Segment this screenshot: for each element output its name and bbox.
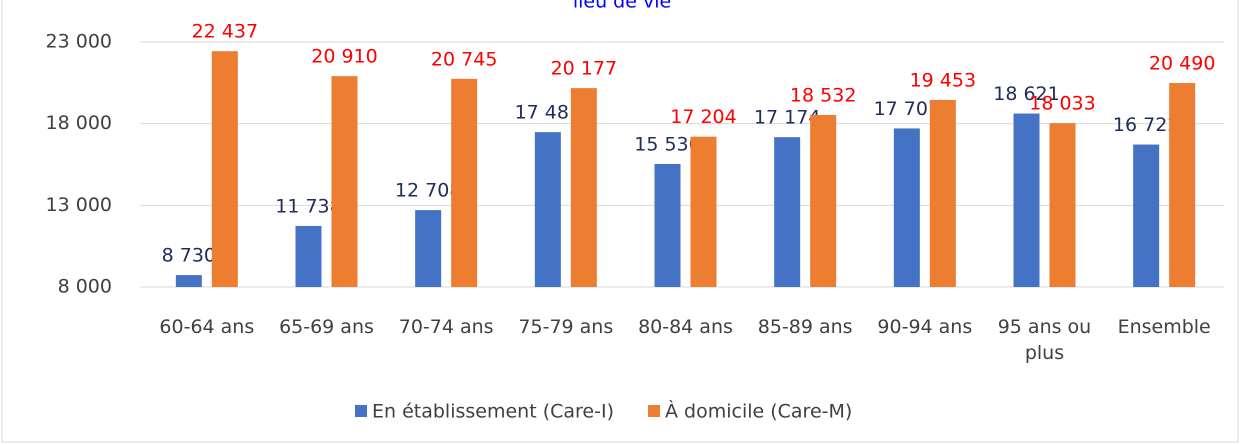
value-label: 11 738 — [275, 195, 341, 217]
value-label: 18 532 — [790, 84, 856, 106]
bar — [774, 137, 801, 287]
bar — [893, 128, 920, 287]
value-label: 18 621 — [993, 83, 1059, 105]
bar — [175, 275, 202, 287]
value-label: 17 707 — [874, 98, 940, 120]
value-label: 22 437 — [192, 21, 258, 43]
bar — [1049, 123, 1076, 287]
value-label: 18 033 — [1029, 93, 1095, 115]
value-label: 20 490 — [1149, 52, 1215, 74]
bar — [1013, 113, 1040, 287]
chart-title: lieu de vie — [573, 0, 671, 13]
bar — [331, 76, 358, 288]
x-tick-label: 65-69 ans — [279, 316, 374, 338]
value-label: 12 708 — [395, 180, 461, 202]
legend-swatch — [355, 405, 367, 417]
y-tick-label: 13 000 — [46, 194, 112, 216]
value-label: 17 174 — [754, 107, 820, 129]
bar — [690, 136, 717, 287]
y-tick-label: 8 000 — [58, 276, 112, 298]
bar — [534, 132, 561, 287]
y-tick-label: 18 000 — [46, 112, 112, 134]
bar — [654, 164, 681, 287]
bar — [1169, 82, 1196, 287]
legend-swatch — [647, 405, 660, 417]
y-tick-label: 23 000 — [46, 31, 112, 53]
value-label: 20 910 — [311, 46, 377, 68]
x-tick-label: 95 ans ou plus — [997, 316, 1092, 364]
x-tick-label: 90-94 ans — [877, 316, 973, 338]
value-label: 19 453 — [910, 69, 976, 91]
value-label: 8 730 — [162, 245, 216, 267]
x-tick-label: 60-64 ans — [159, 316, 255, 338]
legend-label: À domicile (Care-M) — [665, 400, 852, 423]
value-label: 20 745 — [431, 48, 497, 70]
bar — [415, 210, 442, 287]
value-label: 16 722 — [1113, 114, 1179, 136]
x-tick-label: Ensemble — [1117, 316, 1211, 338]
value-label: 20 177 — [551, 58, 617, 80]
bar — [451, 78, 478, 287]
legend-label: En établissement (Care-I) — [372, 401, 614, 423]
bar — [570, 88, 597, 287]
bar — [929, 99, 956, 288]
x-tick-label: 75-79 ans — [518, 316, 614, 338]
value-label: 17 481 — [515, 102, 581, 124]
x-tick-label: 80-84 ans — [638, 316, 733, 338]
value-label: 15 530 — [634, 134, 700, 156]
bar — [295, 225, 322, 287]
x-tick-label: 70-74 ans — [398, 316, 494, 338]
bar — [1133, 144, 1160, 287]
bar — [211, 51, 238, 288]
x-tick-label: 85-89 ans — [757, 316, 853, 338]
value-label: 17 204 — [670, 106, 736, 128]
bar — [810, 114, 837, 288]
